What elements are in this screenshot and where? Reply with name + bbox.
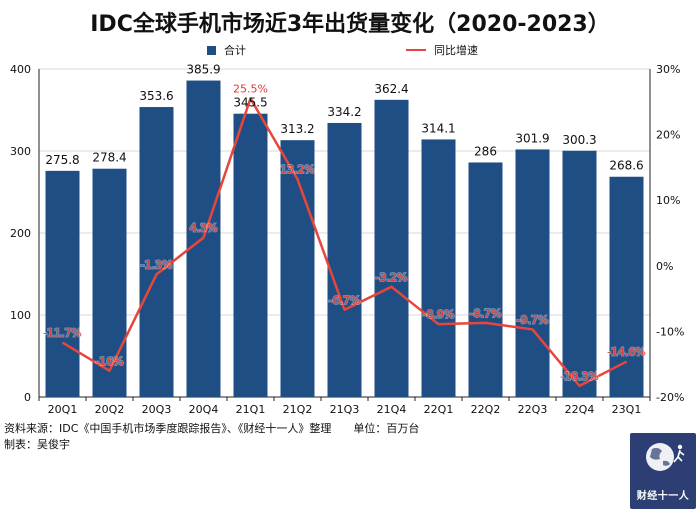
bar — [327, 122, 362, 398]
bar-value-label: 275.8 — [45, 153, 79, 167]
left-axis-tick-label: 200 — [10, 227, 31, 240]
growth-value-label: -1.3% — [141, 258, 173, 271]
bar — [421, 139, 456, 398]
growth-line — [61, 97, 628, 388]
right-axis-tick-label: 20% — [656, 129, 680, 142]
globe-runner-icon — [646, 443, 685, 471]
bar-value-label: 334.2 — [327, 105, 361, 119]
growth-value-label: -11.7% — [43, 327, 82, 340]
bar — [515, 149, 550, 397]
growth-value-label: 13.2% — [280, 163, 315, 176]
bar-value-label: 301.9 — [515, 131, 549, 145]
x-tick-label: 22Q2 — [471, 403, 501, 416]
left-axis-tick-label: 300 — [10, 145, 31, 158]
bar-value-label: 286 — [474, 144, 497, 158]
growth-value-label: -9.7% — [517, 313, 549, 326]
growth-value-label: -6.7% — [329, 294, 361, 307]
right-axis-tick-label: -20% — [656, 391, 684, 404]
x-tick-label: 21Q3 — [330, 403, 360, 416]
right-axis-tick-label: -10% — [656, 325, 684, 338]
growth-value-label: -14.6% — [607, 346, 646, 359]
right-axis-tick-label: 0% — [656, 260, 673, 273]
growth-value-label: -3.2% — [376, 271, 408, 284]
legend-item-bar: 合计 — [207, 42, 246, 58]
bar-value-label: 313.2 — [280, 122, 314, 136]
bar-value-label: 300.3 — [562, 133, 596, 147]
growth-value-label: 25.5% — [233, 83, 268, 96]
x-tick-label: 22Q4 — [565, 403, 595, 416]
bar — [92, 168, 127, 397]
legend: 合计 同比增速 — [0, 42, 700, 58]
left-axis-tick-label: 100 — [10, 309, 31, 322]
x-tick-label: 22Q3 — [518, 403, 548, 416]
left-axis-tick-label: 400 — [10, 63, 31, 76]
legend-item-line: 同比增速 — [406, 42, 478, 58]
legend-line-swatch — [406, 49, 426, 51]
bar — [609, 176, 644, 397]
growth-value-label: -8.7% — [470, 307, 502, 320]
brand-logo: 财经十一人 — [630, 433, 696, 509]
bar-value-label: 278.4 — [92, 151, 126, 165]
bar-value-label: 268.6 — [609, 159, 643, 173]
growth-value-label: 4.3% — [190, 222, 218, 235]
bar — [45, 170, 80, 397]
bar — [280, 140, 315, 397]
source-note: 资料来源：IDC《中国手机市场季度跟踪报告》、《财经十一人》整理 单位：百万台 — [4, 422, 420, 435]
right-axis-tick-label: 30% — [656, 63, 680, 76]
bar-value-label: 385.9 — [186, 63, 220, 77]
x-tick-label: 22Q1 — [424, 403, 454, 416]
growth-value-label: -8.9% — [423, 308, 455, 321]
bar — [468, 162, 503, 397]
legend-line-label: 同比增速 — [434, 44, 478, 57]
left-axis-tick-label: 0 — [24, 391, 31, 404]
x-tick-label: 23Q1 — [612, 403, 642, 416]
x-tick-label: 20Q2 — [95, 403, 125, 416]
bar — [562, 150, 597, 397]
x-tick-label: 20Q4 — [189, 403, 219, 416]
right-axis-tick-label: 10% — [656, 194, 680, 207]
author-note: 制表：吴俊宇 — [4, 438, 70, 451]
legend-bar-label: 合计 — [224, 44, 246, 57]
legend-bar-swatch — [207, 45, 216, 55]
bar-value-label: 345.5 — [233, 96, 267, 110]
bar-value-label: 353.6 — [139, 89, 173, 103]
x-tick-label: 20Q1 — [48, 403, 78, 416]
x-tick-label: 21Q2 — [283, 403, 313, 416]
x-tick-label: 21Q4 — [377, 403, 407, 416]
growth-value-label: -18.3% — [560, 370, 599, 383]
x-tick-label: 21Q1 — [236, 403, 266, 416]
growth-value-label: -16% — [95, 355, 123, 368]
bar — [139, 107, 174, 397]
bar-value-label: 362.4 — [374, 82, 408, 96]
bar — [233, 113, 268, 397]
bar-value-label: 314.1 — [421, 121, 455, 135]
bar — [374, 99, 409, 397]
x-tick-label: 20Q3 — [142, 403, 172, 416]
chart-title: IDC全球手机市场近3年出货量变化（2020-2023） — [90, 12, 610, 37]
brand-logo-text: 财经十一人 — [636, 491, 690, 502]
